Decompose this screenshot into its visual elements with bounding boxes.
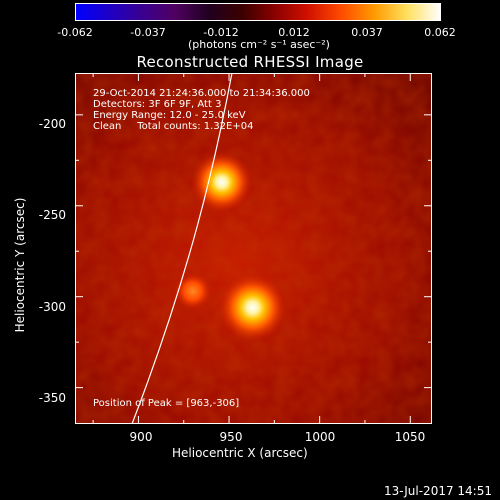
plot-title: Reconstructed RHESSI Image xyxy=(136,53,364,71)
colorbar-tick-label: -0.062 xyxy=(57,26,93,39)
hxr-source-0 xyxy=(191,151,253,213)
sources-layer xyxy=(174,151,287,342)
y-tick-label: -350 xyxy=(38,391,66,405)
x-tick-label: 950 xyxy=(219,430,243,444)
colorbar-tick-label: -0.037 xyxy=(130,26,166,39)
colorbar-tick-label: 0.037 xyxy=(351,26,383,39)
method-counts-info: Clean Total counts: 1.32E+04 xyxy=(93,121,254,132)
y-tick-label: -200 xyxy=(38,117,66,131)
rhessi-image-plot xyxy=(75,73,432,424)
colorbar-units-label: (photons cm⁻² s⁻¹ asec⁻²) xyxy=(188,38,330,51)
peak-position-text: Position of Peak = [963,-306] xyxy=(93,398,240,409)
x-axis-label: Heliocentric X (arcsec) xyxy=(172,446,308,460)
y-axis-label: Heliocentric Y (arcsec) xyxy=(13,197,27,333)
solar-limb xyxy=(131,73,233,424)
x-tick-label: 900 xyxy=(129,430,153,444)
image-texture xyxy=(75,73,432,424)
hxr-source-2 xyxy=(174,272,212,310)
colorbar-tick-label: 0.012 xyxy=(278,26,310,39)
observation-time-range: 29-Oct-2014 21:24:36.000 to 21:34:36.000 xyxy=(93,88,310,99)
x-tick-label: 1000 xyxy=(304,430,336,444)
timestamp: 13-Jul-2017 14:51 xyxy=(383,484,492,498)
hxr-source-1 xyxy=(218,273,287,342)
detectors-info: Detectors: 3F 6F 9F, Att 3 xyxy=(93,99,222,110)
colorbar-tick-label: 0.062 xyxy=(424,26,456,39)
y-tick-label: -300 xyxy=(38,300,66,314)
colorbar-tick-label: -0.012 xyxy=(203,26,239,39)
colorbar xyxy=(75,3,441,21)
axis-ticks xyxy=(75,73,432,424)
energy-range-info: Energy Range: 12.0 - 25.0 keV xyxy=(93,110,246,121)
x-tick-label: 1050 xyxy=(394,430,426,444)
y-tick-label: -250 xyxy=(38,208,66,222)
